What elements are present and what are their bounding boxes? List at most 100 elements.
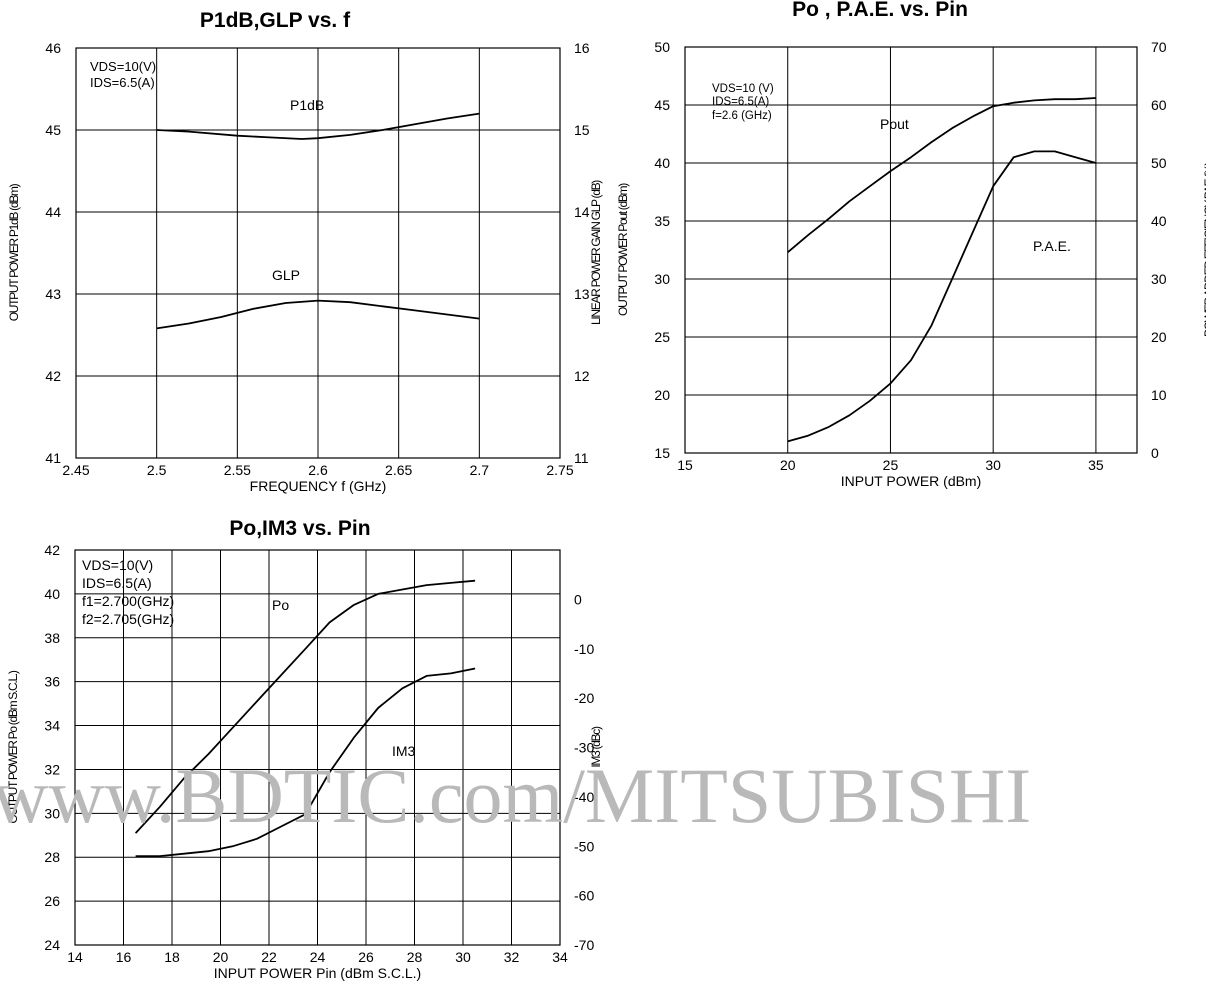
y-right-tick-label: -60 [574, 888, 594, 904]
y-right-tick-label: -20 [574, 690, 594, 706]
x-tick-label: 20 [780, 457, 796, 473]
y-right-axis-label: POWER ADDED EFFICIENCY PAE (%) [1202, 162, 1206, 337]
y-right-tick-label: 13 [574, 286, 590, 302]
x-tick-label: 2.5 [147, 462, 167, 478]
x-tick-label: 18 [164, 949, 180, 965]
plot-frame [74, 549, 561, 946]
y-left-tick-label: 20 [654, 387, 670, 403]
y-left-tick-label: 40 [654, 155, 670, 171]
condition-note: IDS=6.5(A) [82, 575, 152, 591]
x-axis-label: FREQUENCY f (GHz) [250, 478, 387, 494]
series-line-im3 [135, 667, 476, 857]
x-tick-label: 14 [67, 949, 83, 965]
y-left-tick-label: 42 [44, 542, 60, 558]
x-tick-label: 2.6 [308, 462, 328, 478]
y-left-axis-label: OUTPUT POWER Pout (dBm) [616, 183, 630, 316]
series-label: IM3 [392, 743, 416, 759]
y-right-tick-label: 16 [574, 40, 590, 56]
y-left-axis-label: OUTPUT POWER P1dB (dBm) [7, 183, 21, 321]
y-right-tick-label: 20 [1151, 329, 1167, 345]
y-left-tick-label: 32 [44, 761, 60, 777]
gridlines [685, 47, 1137, 453]
y-right-tick-label: 15 [574, 122, 590, 138]
x-tick-label: 25 [883, 457, 899, 473]
series-line-po [134, 579, 476, 834]
x-tick-label: 30 [455, 949, 471, 965]
condition-note: IDS=6.5(A) [90, 75, 155, 90]
condition-note: VDS=10(V) [82, 557, 153, 573]
y-left-tick-label: 45 [45, 122, 61, 138]
y-right-tick-label: -70 [574, 937, 594, 953]
condition-note: VDS=10 (V) [712, 83, 774, 95]
y-left-tick-label: 45 [654, 97, 670, 113]
y-right-tick-label: -50 [574, 838, 594, 854]
x-tick-label: 2.55 [224, 462, 251, 478]
chart-2: Po , P.A.E. vs. Pin 15 20 25 30 35 15 20 25 30 35 4… [616, 0, 1206, 489]
x-tick-label: 32 [504, 949, 520, 965]
x-tick-label: 30 [985, 457, 1001, 473]
series-label: GLP [272, 267, 300, 283]
x-tick-label: 34 [552, 949, 568, 965]
y-left-tick-label: 28 [44, 849, 60, 865]
y-left-tick-label: 44 [45, 204, 61, 220]
y-left-tick-label: 46 [45, 40, 61, 56]
series-line-p1db [156, 112, 480, 140]
y-right-tick-label: 40 [1151, 213, 1167, 229]
y-left-tick-label: 30 [654, 271, 670, 287]
y-left-axis-label: OUTPUT POWER Po (dBm S.C.L.) [6, 670, 20, 823]
y-right-tick-label: 0 [574, 591, 582, 607]
y-right-tick-label: 30 [1151, 271, 1167, 287]
y-right-tick-label: 14 [574, 204, 590, 220]
chart-1: P1dB,GLP vs. f 2.45 2.5 2.55 2.6 2.65 2.7 2.75 4… [7, 9, 603, 494]
condition-note: VDS=10(V) [90, 59, 156, 74]
series-label: Po [272, 597, 289, 613]
y-left-tick-label: 24 [44, 937, 60, 953]
condition-note: f1=2.700(GHz) [82, 593, 174, 609]
x-tick-label: 28 [407, 949, 423, 965]
y-left-tick-label: 35 [654, 213, 670, 229]
y-right-tick-label: 10 [1151, 387, 1167, 403]
x-tick-label: 15 [677, 457, 693, 473]
y-right-tick-label: 12 [574, 368, 590, 384]
x-tick-label: 2.7 [470, 462, 490, 478]
y-left-tick-label: 50 [654, 39, 670, 55]
chart-3: Po,IM3 vs. Pin 14 16 18 20 22 24 26 28 30 32 34 24 26… [6, 517, 603, 981]
x-axis-label: INPUT POWER (dBm) [841, 473, 982, 489]
condition-note: f=2.6 (GHz) [712, 110, 772, 122]
y-left-tick-label: 30 [44, 805, 60, 821]
x-tick-label: 24 [310, 949, 326, 965]
y-left-tick-label: 38 [44, 630, 60, 646]
x-tick-label: 26 [358, 949, 374, 965]
y-left-tick-label: 34 [44, 718, 60, 734]
y-right-tick-label: -30 [574, 740, 594, 756]
y-right-tick-label: 70 [1151, 39, 1167, 55]
series-label: Pout [880, 116, 909, 132]
condition-note: f2=2.705(GHz) [82, 611, 174, 627]
y-left-tick-label: 26 [44, 893, 60, 909]
plot-frame [684, 46, 1138, 454]
x-tick-label: 2.65 [385, 462, 412, 478]
series-label: P.A.E. [1033, 238, 1071, 254]
x-tick-label: 35 [1088, 457, 1104, 473]
y-right-axis-label: IM3 (dBc) [589, 726, 603, 768]
x-tick-label: 2.75 [546, 462, 573, 478]
series-line-glp [156, 299, 480, 330]
y-right-tick-label: 11 [574, 450, 589, 466]
watermark-text: www.BDTIC.com/MITSUBISHI [0, 752, 1031, 839]
y-right-tick-label: 60 [1151, 97, 1167, 113]
y-left-tick-label: 41 [45, 450, 61, 466]
chart-title: Po , P.A.E. vs. Pin [792, 0, 968, 21]
gridlines [76, 48, 560, 458]
y-right-axis-label: LINEAR POWER GAIN GLP (dB) [589, 180, 603, 325]
x-tick-label: 22 [261, 949, 277, 965]
x-tick-label: 16 [116, 949, 132, 965]
y-right-tick-label: 0 [1151, 445, 1159, 461]
y-left-tick-label: 43 [45, 286, 61, 302]
y-left-tick-label: 25 [654, 329, 670, 345]
condition-note: IDS=6.5(A) [712, 96, 769, 108]
gridlines [75, 550, 560, 945]
series-label: P1dB [290, 97, 324, 113]
y-right-tick-label: -40 [574, 789, 594, 805]
series-line-pout [787, 97, 1096, 253]
